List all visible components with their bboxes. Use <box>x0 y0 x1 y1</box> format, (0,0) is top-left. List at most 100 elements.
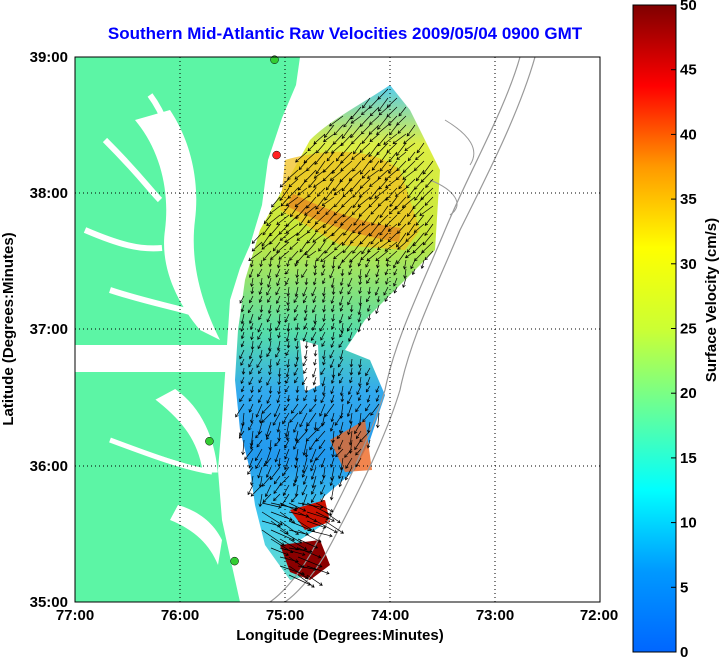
velocity-arrow <box>357 259 362 267</box>
velocity-arrow <box>314 223 326 233</box>
velocity-arrow <box>357 304 362 316</box>
velocity-arrow <box>240 376 245 385</box>
velocity-arrow <box>352 223 362 234</box>
velocity-arrow <box>321 376 326 387</box>
velocity-arrow <box>286 304 290 312</box>
velocity-arrow <box>275 322 281 331</box>
velocity-arrow <box>325 178 335 191</box>
velocity-arrow <box>303 349 308 360</box>
velocity-arrow <box>290 403 299 414</box>
velocity-arrow <box>397 124 407 134</box>
velocity-arrow <box>388 160 398 174</box>
velocity-arrow <box>406 124 416 137</box>
velocity-arrow <box>357 322 362 333</box>
velocity-arrow <box>410 259 416 270</box>
velocity-arrow <box>338 475 344 488</box>
velocity-arrow <box>302 475 308 486</box>
velocity-arrow <box>258 493 263 508</box>
velocity-arrow <box>338 295 344 306</box>
velocity-arrow <box>414 178 425 190</box>
velocity-arrow <box>292 475 299 487</box>
velocity-arrow <box>333 196 344 208</box>
velocity-arrow <box>348 268 353 276</box>
velocity-arrow <box>386 142 398 153</box>
velocity-arrow <box>424 223 434 236</box>
velocity-arrow <box>276 394 281 404</box>
velocity-arrow <box>248 457 254 469</box>
velocity-arrow <box>302 358 308 367</box>
velocity-arrow <box>248 349 254 360</box>
velocity-arrow <box>258 376 263 384</box>
velocity-arrow <box>368 142 380 158</box>
radar-station-marker <box>205 436 214 446</box>
velocity-arrow <box>349 304 354 313</box>
velocity-arrow <box>425 178 434 188</box>
velocity-arrow <box>376 259 380 269</box>
velocity-arrow <box>341 232 353 246</box>
velocity-arrow <box>376 295 381 303</box>
velocity-arrow <box>313 169 326 179</box>
velocity-arrow <box>340 268 345 277</box>
velocity-arrow <box>321 277 326 285</box>
velocity-arrow <box>248 295 254 304</box>
velocity-arrow <box>326 151 335 162</box>
velocity-arrow <box>361 214 371 226</box>
velocity-arrow <box>303 394 308 402</box>
velocity-arrow <box>320 331 326 341</box>
velocity-arrow <box>320 475 326 485</box>
velocity-arrow <box>312 277 317 286</box>
velocity-arrow <box>357 196 371 208</box>
velocity-arrow <box>313 421 318 431</box>
velocity-arrow <box>361 133 371 145</box>
velocity-arrow <box>247 466 254 475</box>
velocity-arrow <box>321 385 326 396</box>
velocity-arrow <box>379 151 389 164</box>
velocity-arrow <box>295 349 300 361</box>
velocity-arrow <box>333 178 344 192</box>
velocity-arrow <box>419 205 434 217</box>
velocity-arrow <box>306 565 330 575</box>
velocity-arrow <box>239 349 245 360</box>
velocity-arrow <box>348 412 353 424</box>
velocity-arrow <box>282 412 290 425</box>
lat-tick: 37:00 <box>30 321 68 338</box>
velocity-arrow <box>311 286 317 297</box>
velocity-arrow <box>297 547 322 559</box>
radar-station-marker <box>272 150 281 160</box>
velocity-arrow <box>402 169 416 180</box>
velocity-arrow <box>331 223 344 237</box>
velocity-arrow <box>294 430 299 442</box>
velocity-arrow <box>341 178 353 192</box>
velocity-arrow <box>366 304 371 313</box>
velocity-arrow <box>370 205 380 215</box>
velocity-arrow <box>269 466 281 481</box>
velocity-arrow <box>403 268 407 279</box>
velocity-arrow <box>295 151 308 163</box>
velocity-arrow <box>347 295 353 306</box>
velocity-arrow <box>276 277 281 287</box>
velocity-arrow <box>411 268 416 276</box>
velocity-arrow <box>267 304 272 314</box>
velocity-arrow <box>379 205 389 219</box>
velocity-arrow <box>250 286 255 295</box>
velocity-arrow <box>358 286 362 295</box>
velocity-arrow <box>339 349 344 360</box>
colorbar-tick-label: 45 <box>680 62 697 79</box>
velocity-arrow <box>312 340 317 348</box>
velocity-arrow <box>395 187 407 197</box>
velocity-arrow <box>329 475 335 487</box>
velocity-arrow <box>313 349 318 357</box>
velocity-arrow <box>267 295 272 303</box>
velocity-arrow <box>279 520 299 535</box>
velocity-arrow <box>306 232 317 244</box>
velocity-arrow <box>313 385 317 393</box>
velocity-arrow <box>366 250 380 262</box>
velocity-arrow <box>338 367 344 377</box>
velocity-arrow <box>264 484 272 498</box>
velocity-arrow <box>331 322 335 330</box>
velocity-arrow <box>269 205 281 215</box>
velocity-arrow <box>330 304 335 313</box>
velocity-arrow <box>359 160 371 175</box>
velocity-arrow <box>322 286 326 297</box>
velocity-arrow <box>297 502 324 509</box>
